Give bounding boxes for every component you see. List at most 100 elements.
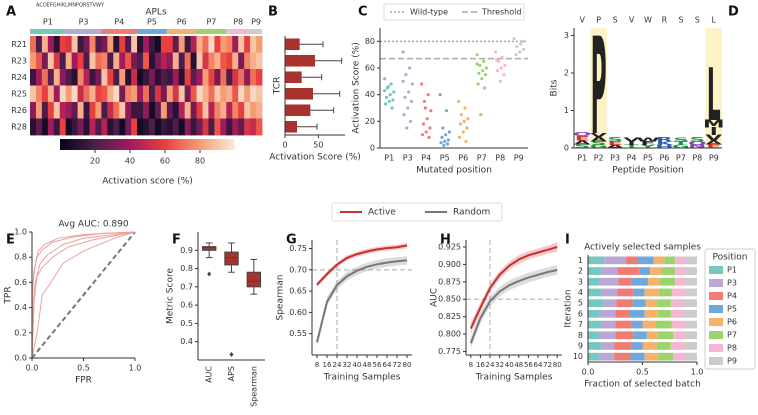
heatmap-cell bbox=[208, 118, 215, 136]
logo-letter: E bbox=[706, 143, 721, 149]
heatmap-cell bbox=[101, 69, 108, 86]
x-axis-label: Fraction of selected batch bbox=[584, 380, 701, 390]
bar-segment bbox=[644, 352, 658, 361]
heatmap-cell bbox=[83, 85, 90, 103]
heatmap-cell bbox=[65, 102, 73, 119]
legend-label: P1 bbox=[727, 266, 737, 275]
heatmap-cell bbox=[184, 85, 192, 103]
legend-label: P9 bbox=[727, 357, 737, 366]
heatmap-cell bbox=[41, 52, 49, 70]
bar-segment bbox=[631, 320, 643, 329]
data-point bbox=[383, 77, 387, 81]
line bbox=[469, 246, 558, 329]
y-tick-label: 6 bbox=[578, 309, 583, 318]
bar-segment bbox=[588, 320, 602, 329]
heatmap-cell bbox=[184, 102, 192, 119]
data-point bbox=[445, 109, 449, 113]
x-tick-label: 72 bbox=[393, 361, 402, 369]
heatmap-cell bbox=[208, 69, 215, 86]
heatmap-cell bbox=[250, 52, 257, 70]
heatmap-cell bbox=[154, 52, 162, 70]
heatmap-cell bbox=[143, 102, 150, 119]
heatmap-cell bbox=[244, 69, 251, 86]
heatmap-cell bbox=[107, 102, 114, 119]
y-axis-label: Iteration bbox=[564, 289, 574, 327]
data-point bbox=[477, 71, 481, 75]
data-point bbox=[438, 93, 442, 97]
data-point bbox=[403, 95, 407, 99]
heatmap-cell bbox=[137, 69, 144, 86]
logo-letter: A bbox=[607, 144, 624, 149]
top-label: S bbox=[678, 16, 683, 25]
bar-segment bbox=[588, 309, 599, 318]
heatmap-cell bbox=[154, 85, 162, 103]
x-tick-label: 24 bbox=[486, 361, 495, 369]
data-point bbox=[518, 50, 522, 54]
heatmap-cell bbox=[220, 85, 227, 103]
heatmap-cell bbox=[238, 102, 245, 119]
logo-letter: S bbox=[690, 135, 706, 142]
data-point bbox=[408, 66, 412, 70]
heatmap-cell bbox=[184, 36, 192, 53]
bar bbox=[285, 54, 315, 67]
heatmap-cell bbox=[166, 102, 174, 119]
panel-label: B bbox=[268, 5, 278, 20]
x-tick-label: 32 bbox=[343, 361, 352, 369]
heatmap-cell bbox=[137, 85, 144, 103]
panel-label: F bbox=[172, 233, 181, 248]
heatmap-cell bbox=[178, 52, 186, 70]
heatmap-cell bbox=[119, 52, 126, 70]
line bbox=[316, 259, 408, 343]
data-point bbox=[482, 86, 487, 90]
data-point bbox=[459, 113, 463, 117]
heatmap-cell bbox=[154, 36, 162, 53]
y-tick-label: 1 bbox=[578, 256, 583, 265]
bar-segment bbox=[675, 256, 687, 265]
bar-segment bbox=[601, 267, 618, 275]
x-tick-label: P8 bbox=[495, 154, 505, 163]
heatmap-cell bbox=[244, 85, 251, 103]
heatmap-cell bbox=[190, 102, 197, 119]
heatmap-cell bbox=[71, 69, 78, 86]
bar-segment bbox=[633, 331, 647, 340]
legend-label: P7 bbox=[727, 331, 737, 340]
data-point bbox=[475, 53, 479, 57]
bar-segment bbox=[642, 342, 657, 350]
data-point bbox=[439, 141, 443, 145]
position-label: P3 bbox=[79, 18, 89, 27]
data-point bbox=[494, 58, 499, 62]
y-tick-label: 4 bbox=[578, 288, 583, 297]
data-point bbox=[447, 130, 451, 134]
data-point bbox=[391, 98, 395, 102]
heatmap-cell bbox=[41, 69, 49, 86]
bar-segment bbox=[644, 288, 659, 297]
colorbar-tick-label: 60 bbox=[160, 157, 170, 166]
data-point bbox=[405, 126, 409, 130]
x-tick-label: P5 bbox=[643, 154, 653, 163]
heatmap-cell bbox=[143, 36, 150, 53]
data-point bbox=[498, 79, 502, 83]
data-point bbox=[388, 93, 392, 97]
heatmap-cell bbox=[208, 36, 215, 53]
heatmap-cell bbox=[77, 102, 84, 119]
bar-segment bbox=[588, 288, 602, 297]
x-tick-label: P4 bbox=[421, 154, 431, 163]
data-point bbox=[427, 135, 431, 139]
logo-letter: R bbox=[656, 135, 673, 142]
y-tick-label: 0.825 bbox=[438, 312, 461, 321]
heatmap-cell bbox=[196, 36, 203, 53]
heatmap-cell bbox=[148, 52, 156, 70]
heatmap-cell bbox=[107, 85, 114, 103]
heatmap-cell bbox=[256, 118, 263, 136]
x-tick-label: P2 bbox=[594, 154, 604, 163]
top-label: P bbox=[596, 16, 601, 25]
alphabet-label: ACDEFGHIKLMNPQRSTVWY bbox=[36, 3, 105, 9]
bar-segment bbox=[675, 277, 687, 286]
bar-segment bbox=[671, 320, 687, 329]
data-point bbox=[408, 119, 413, 123]
x-tick-label: 80 bbox=[403, 361, 412, 369]
logo-letter: F bbox=[641, 140, 656, 146]
heatmap-cell bbox=[101, 36, 108, 53]
heatmap-cell bbox=[196, 118, 203, 136]
x-tick-label: 1.0 bbox=[129, 364, 142, 373]
